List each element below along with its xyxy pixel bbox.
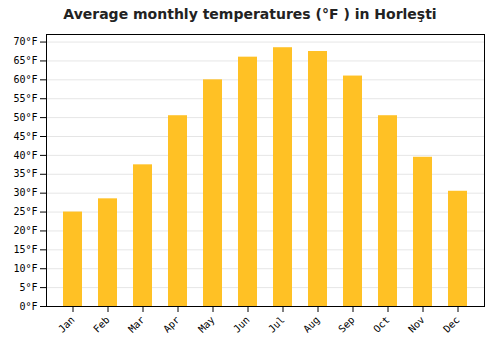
svg-text:Dec: Dec — [441, 314, 462, 335]
svg-text:Mar: Mar — [126, 314, 147, 335]
svg-text:25°F: 25°F — [13, 206, 37, 217]
svg-text:Oct: Oct — [371, 314, 392, 335]
svg-text:45°F: 45°F — [13, 131, 37, 142]
svg-text:Jan: Jan — [56, 314, 77, 335]
svg-text:Aug: Aug — [301, 314, 322, 335]
svg-text:15°F: 15°F — [13, 244, 37, 255]
svg-text:60°F: 60°F — [13, 74, 37, 85]
svg-text:70°F: 70°F — [13, 36, 37, 47]
svg-text:65°F: 65°F — [13, 55, 37, 66]
svg-text:Nov: Nov — [406, 314, 427, 335]
svg-text:10°F: 10°F — [13, 263, 37, 274]
svg-text:5°F: 5°F — [19, 282, 37, 293]
svg-text:20°F: 20°F — [13, 225, 37, 236]
svg-text:Feb: Feb — [91, 314, 112, 335]
svg-text:Sep: Sep — [336, 314, 357, 335]
svg-text:30°F: 30°F — [13, 187, 37, 198]
svg-text:0°F: 0°F — [19, 301, 37, 312]
svg-text:50°F: 50°F — [13, 112, 37, 123]
svg-text:55°F: 55°F — [13, 93, 37, 104]
svg-text:Jun: Jun — [231, 314, 252, 335]
svg-text:40°F: 40°F — [13, 150, 37, 161]
html-text:Average monthly temperatures (: Average monthly temperatures (°F ) in Ho… — [63, 6, 437, 22]
svg-text:35°F: 35°F — [13, 168, 37, 179]
svg-text:Jul: Jul — [266, 314, 287, 335]
svg-text:Apr: Apr — [161, 314, 182, 335]
svg-text:May: May — [196, 314, 217, 335]
